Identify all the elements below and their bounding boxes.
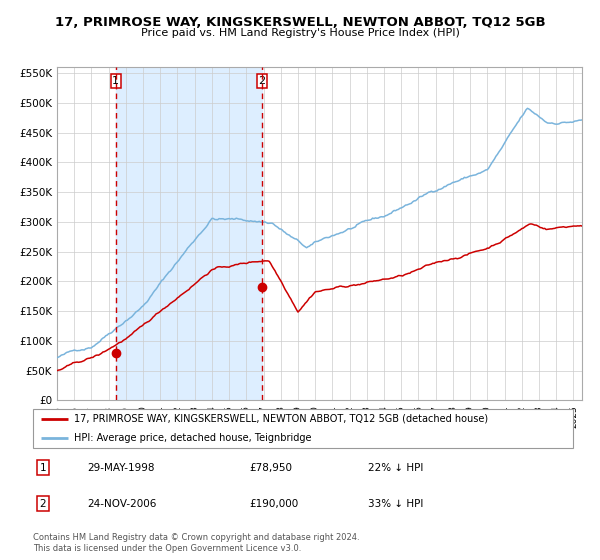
Text: 24-NOV-2006: 24-NOV-2006	[87, 499, 157, 509]
Text: 1: 1	[112, 76, 119, 86]
Text: 17, PRIMROSE WAY, KINGSKERSWELL, NEWTON ABBOT, TQ12 5GB (detached house): 17, PRIMROSE WAY, KINGSKERSWELL, NEWTON …	[74, 414, 488, 424]
Text: 2: 2	[258, 76, 265, 86]
Text: 22% ↓ HPI: 22% ↓ HPI	[368, 463, 423, 473]
Text: 29-MAY-1998: 29-MAY-1998	[87, 463, 155, 473]
Text: £190,000: £190,000	[249, 499, 298, 509]
Text: 17, PRIMROSE WAY, KINGSKERSWELL, NEWTON ABBOT, TQ12 5GB: 17, PRIMROSE WAY, KINGSKERSWELL, NEWTON …	[55, 16, 545, 29]
FancyBboxPatch shape	[33, 409, 573, 448]
Text: 1: 1	[40, 463, 46, 473]
Text: HPI: Average price, detached house, Teignbridge: HPI: Average price, detached house, Teig…	[74, 433, 311, 443]
Bar	[116, 67, 262, 400]
Text: 33% ↓ HPI: 33% ↓ HPI	[368, 499, 423, 509]
Text: Price paid vs. HM Land Registry's House Price Index (HPI): Price paid vs. HM Land Registry's House …	[140, 28, 460, 38]
Text: £78,950: £78,950	[249, 463, 292, 473]
Text: 2: 2	[40, 499, 46, 509]
Text: Contains HM Land Registry data © Crown copyright and database right 2024.
This d: Contains HM Land Registry data © Crown c…	[33, 533, 359, 553]
